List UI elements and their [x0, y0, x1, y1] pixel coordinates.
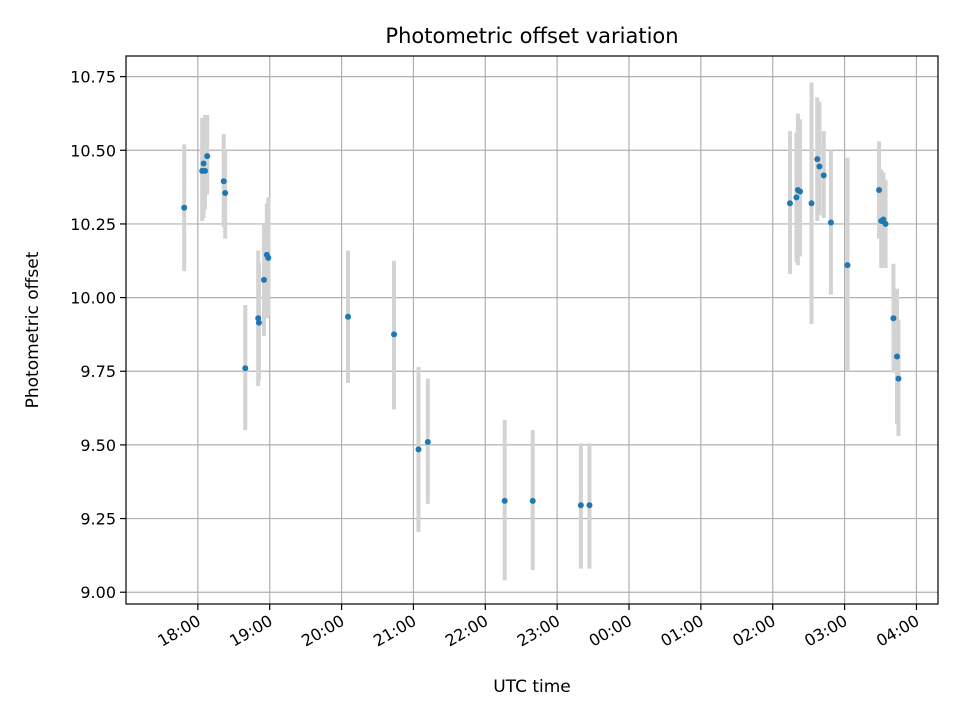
data-point [586, 502, 593, 509]
y-tick-label: 10.75 [70, 68, 116, 87]
data-point [424, 438, 431, 445]
data-point [814, 156, 821, 163]
data-point [827, 219, 834, 226]
data-point [202, 167, 209, 174]
data-point [220, 178, 227, 185]
x-axis-label: UTC time [493, 677, 571, 697]
y-tick-label: 9.50 [80, 436, 116, 455]
data-point [255, 315, 262, 322]
data-point [242, 365, 249, 372]
data-point [816, 163, 823, 170]
data-point [876, 187, 883, 194]
y-axis-label: Photometric offset [23, 251, 43, 408]
data-point [345, 313, 352, 320]
data-point [200, 160, 207, 167]
data-points [181, 153, 902, 509]
data-point [204, 153, 211, 160]
data-point [222, 190, 229, 196]
data-point [808, 200, 815, 207]
data-point [786, 200, 793, 207]
data-point [529, 497, 536, 504]
plot-frame [125, 55, 939, 605]
data-point [890, 315, 897, 322]
data-point [882, 220, 889, 227]
y-tick-label: 9.25 [80, 510, 116, 529]
data-point [894, 353, 901, 360]
data-point [255, 319, 262, 326]
data-point [577, 502, 584, 509]
data-point [844, 262, 851, 269]
data-point [415, 446, 422, 453]
y-tick-label: 10.50 [70, 141, 116, 160]
data-point [391, 331, 398, 338]
data-point [820, 172, 827, 179]
data-point [895, 375, 902, 382]
y-tick-label: 10.00 [70, 289, 116, 308]
data-point [260, 276, 267, 283]
y-axis-ticks: 9.00 9.25 9.50 9.75 10.00 10.25 10.50 10.75 [70, 68, 126, 602]
y-tick-label: 9.75 [80, 362, 116, 381]
data-point [181, 204, 188, 211]
data-point [265, 254, 272, 261]
data-point [797, 188, 804, 195]
y-tick-label: 10.25 [70, 215, 116, 234]
y-tick-label: 9.00 [80, 583, 116, 602]
chart-title: Photometric offset variation [385, 24, 678, 48]
data-point [501, 497, 508, 504]
data-point [793, 194, 800, 201]
